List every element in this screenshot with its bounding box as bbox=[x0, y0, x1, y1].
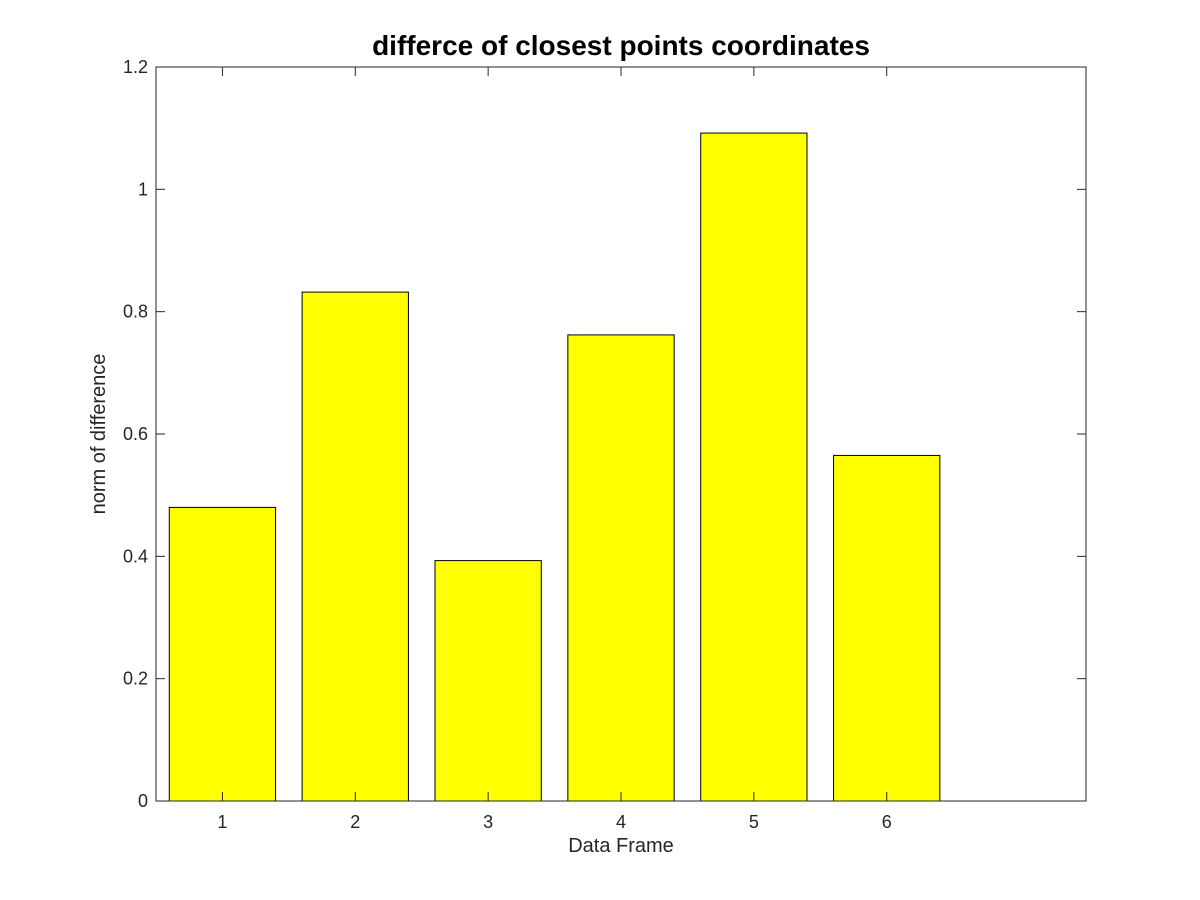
bars-group bbox=[168, 132, 941, 802]
axes-box bbox=[155, 66, 1087, 802]
x-tick-label-4: 4 bbox=[616, 812, 626, 832]
x-tick-label-5: 5 bbox=[749, 812, 759, 832]
y-tick-label-5: 1 bbox=[138, 179, 148, 199]
y-tick-label-2: 0.4 bbox=[123, 546, 148, 566]
x-axis-label: Data Frame bbox=[568, 835, 674, 857]
x-tick-label-3: 3 bbox=[483, 812, 493, 832]
chart-title: differce of closest points coordinates bbox=[372, 30, 870, 61]
x-tick-label-1: 1 bbox=[217, 812, 227, 832]
y-tick-label-6: 1.2 bbox=[123, 57, 148, 77]
bar-2 bbox=[301, 291, 409, 802]
y-tick-label-0: 0 bbox=[138, 791, 148, 811]
bar-1 bbox=[168, 506, 277, 802]
bar-5 bbox=[700, 132, 808, 802]
x-tick-label-2: 2 bbox=[350, 812, 360, 832]
ticks-group: 1 2 3 4 5 6 0 0.2 0.4 0.6 0.8 1 1.2 bbox=[123, 57, 1086, 832]
bar-3 bbox=[434, 560, 542, 802]
y-tick-label-1: 0.2 bbox=[123, 669, 148, 689]
x-tick-label-6: 6 bbox=[882, 812, 892, 832]
bar-4 bbox=[567, 334, 675, 802]
y-axis-label: norm of difference bbox=[88, 354, 110, 515]
y-tick-label-3: 0.6 bbox=[123, 424, 148, 444]
bar-6 bbox=[833, 454, 941, 802]
y-tick-label-4: 0.8 bbox=[123, 302, 148, 322]
